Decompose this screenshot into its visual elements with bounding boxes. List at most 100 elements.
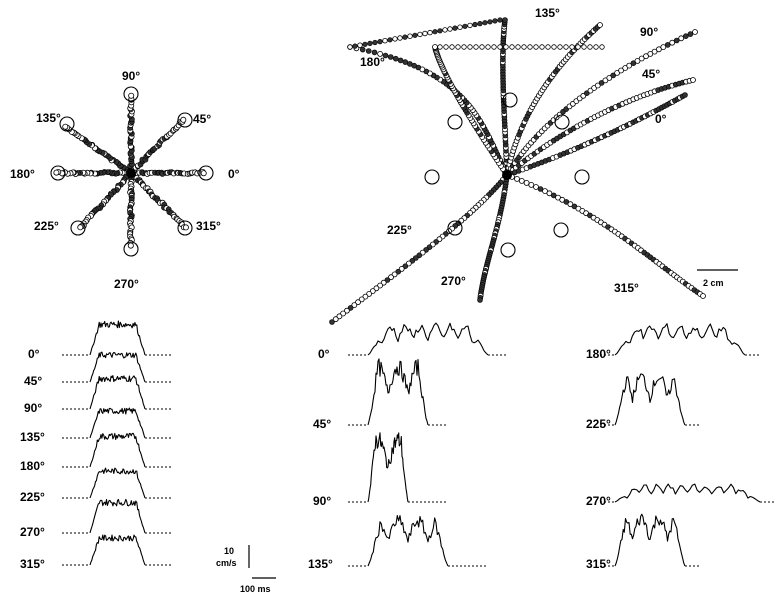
trajectory-sample-dot — [417, 31, 423, 38]
target-circle — [177, 220, 193, 236]
trajectory-sample-dot — [128, 92, 135, 99]
trajectory-sample-dot — [690, 77, 696, 83]
trajectory-sample-dot — [367, 40, 373, 47]
panel-b-label-45: 45° — [642, 67, 660, 81]
vel-right-label-315: 315° — [586, 557, 611, 571]
panel-a-label-225: 225° — [34, 219, 59, 233]
trajectory-sample-dot — [503, 44, 509, 50]
trajectory-sample-dot — [387, 37, 393, 43]
trajectory-sample-dot — [472, 21, 478, 28]
trajectory-sample-dot — [664, 42, 671, 48]
trajectory-sample-dot — [352, 43, 358, 49]
trajectory-sample-dot — [343, 307, 350, 314]
trajectory-sample-dot — [539, 44, 545, 50]
trajectory-sample-dot — [626, 62, 633, 69]
panel-a-star-trajectories — [50, 86, 214, 257]
velocity-profiles-middle — [348, 322, 508, 567]
vel-mid-label-0: 0° — [318, 347, 330, 361]
trajectory-sample-dot — [479, 44, 485, 50]
trajectory-sample-dot — [514, 175, 520, 182]
trajectory-sample-dot — [347, 44, 353, 50]
trajectory-sample-dot — [443, 44, 449, 50]
trajectory-sample-dot — [407, 33, 413, 39]
vel-left-label-0: 0° — [28, 347, 40, 361]
trajectory-sample-dot — [527, 44, 533, 50]
trajectory-sample-dot — [482, 20, 488, 26]
trajectory-sample-dot — [437, 44, 443, 50]
panel-a-label-270: 270° — [114, 277, 139, 291]
velocity-profiles-right — [600, 323, 775, 567]
trajectory-sample-dot — [618, 67, 624, 74]
trajectory-sample-dot — [53, 169, 60, 176]
trajectory-sample-dot — [422, 30, 428, 37]
vel-left-label-225: 225° — [20, 490, 45, 504]
panel-a-label-180: 180° — [10, 167, 35, 181]
panel-b-curved-trajectories — [329, 17, 706, 325]
trajectory-sample-dot — [392, 55, 399, 62]
target-circle — [59, 116, 75, 132]
trajectory-sample-dot — [392, 36, 398, 42]
vel-left-label-180: 180° — [20, 459, 45, 473]
trajectory-sample-dot — [692, 29, 698, 35]
panel-b-label-135: 135° — [535, 6, 560, 20]
velocity-trace-right-180 — [614, 323, 746, 356]
trajectory-sample-dot — [351, 302, 358, 309]
velocity-trace-left — [89, 320, 146, 356]
trajectory-sample-dot — [432, 29, 438, 35]
velocity-scale-unit: cm/s — [216, 558, 237, 568]
trajectory-sample-dot — [462, 23, 468, 29]
panel-b-label-0: 0° — [655, 112, 667, 126]
vel-left-label-315: 315° — [20, 557, 45, 571]
trajectory-sample-dot — [355, 299, 361, 306]
trajectory-sample-dot — [442, 27, 448, 33]
velocity-trace-right-270 — [614, 483, 761, 503]
vel-mid-label-135: 135° — [308, 557, 333, 571]
velocity-trace-mid-90 — [367, 432, 409, 503]
velocity-trace-mid-135 — [367, 514, 449, 567]
trajectory-sample-dot — [473, 44, 479, 50]
vel-left-label-90: 90° — [24, 401, 42, 415]
trajectory-sample-dot — [682, 92, 688, 98]
trajectory-sample-dot — [329, 319, 335, 325]
trajectory-sample-dot — [638, 55, 645, 62]
trajectory-sample-dot — [523, 179, 530, 186]
vel-mid-label-45: 45° — [313, 417, 331, 431]
trajectory-sample-dot — [647, 51, 654, 57]
trajectory-sample-dot — [397, 35, 403, 41]
trajectory-sample-dot — [533, 184, 539, 190]
trajectory-sample-dot — [651, 48, 658, 55]
trajectory-sample-dot — [669, 39, 676, 46]
trajectory-sample-dot — [656, 46, 662, 53]
trajectory-sample-dot — [687, 31, 694, 37]
trajectory-sample-dot — [643, 53, 649, 60]
trajectory-sample-dot — [528, 181, 535, 188]
trajectory-sample-dot — [371, 49, 378, 56]
trajectory-sample-dot — [509, 44, 515, 50]
trajectory-sample-dot — [377, 51, 384, 57]
target-circle — [198, 165, 214, 181]
trajectory-sample-dot — [593, 44, 599, 50]
velocity-profiles-left — [62, 320, 173, 566]
trajectory-sample-dot — [537, 186, 544, 192]
trajectory-sample-dot — [467, 44, 473, 50]
trajectory-sample-dot — [477, 297, 483, 303]
vel-left-label-45: 45° — [24, 374, 42, 388]
trajectory-sample-dot — [387, 54, 394, 60]
trajectory-sample-dot — [606, 75, 613, 81]
trajectory-sample-dot — [455, 44, 461, 50]
target-circle — [500, 242, 516, 258]
trajectory-sample-dot — [180, 116, 187, 123]
vel-left-label-270: 270° — [20, 525, 45, 539]
trajectory-sample-dot — [599, 44, 605, 50]
velocity-trace-left — [89, 432, 146, 468]
trajectory-sample-dot — [461, 44, 467, 50]
trajectory-sample-dot — [382, 38, 388, 44]
trajectory-sample-dot — [502, 17, 508, 23]
trajectory-sample-dot — [678, 35, 685, 42]
trajectory-sample-dot — [200, 170, 207, 177]
panel-a-label-45: 45° — [193, 112, 211, 126]
trajectory-sample-dot — [575, 44, 581, 50]
trajectory-sample-dot — [365, 48, 372, 54]
trajectory-sample-dot — [515, 44, 521, 50]
